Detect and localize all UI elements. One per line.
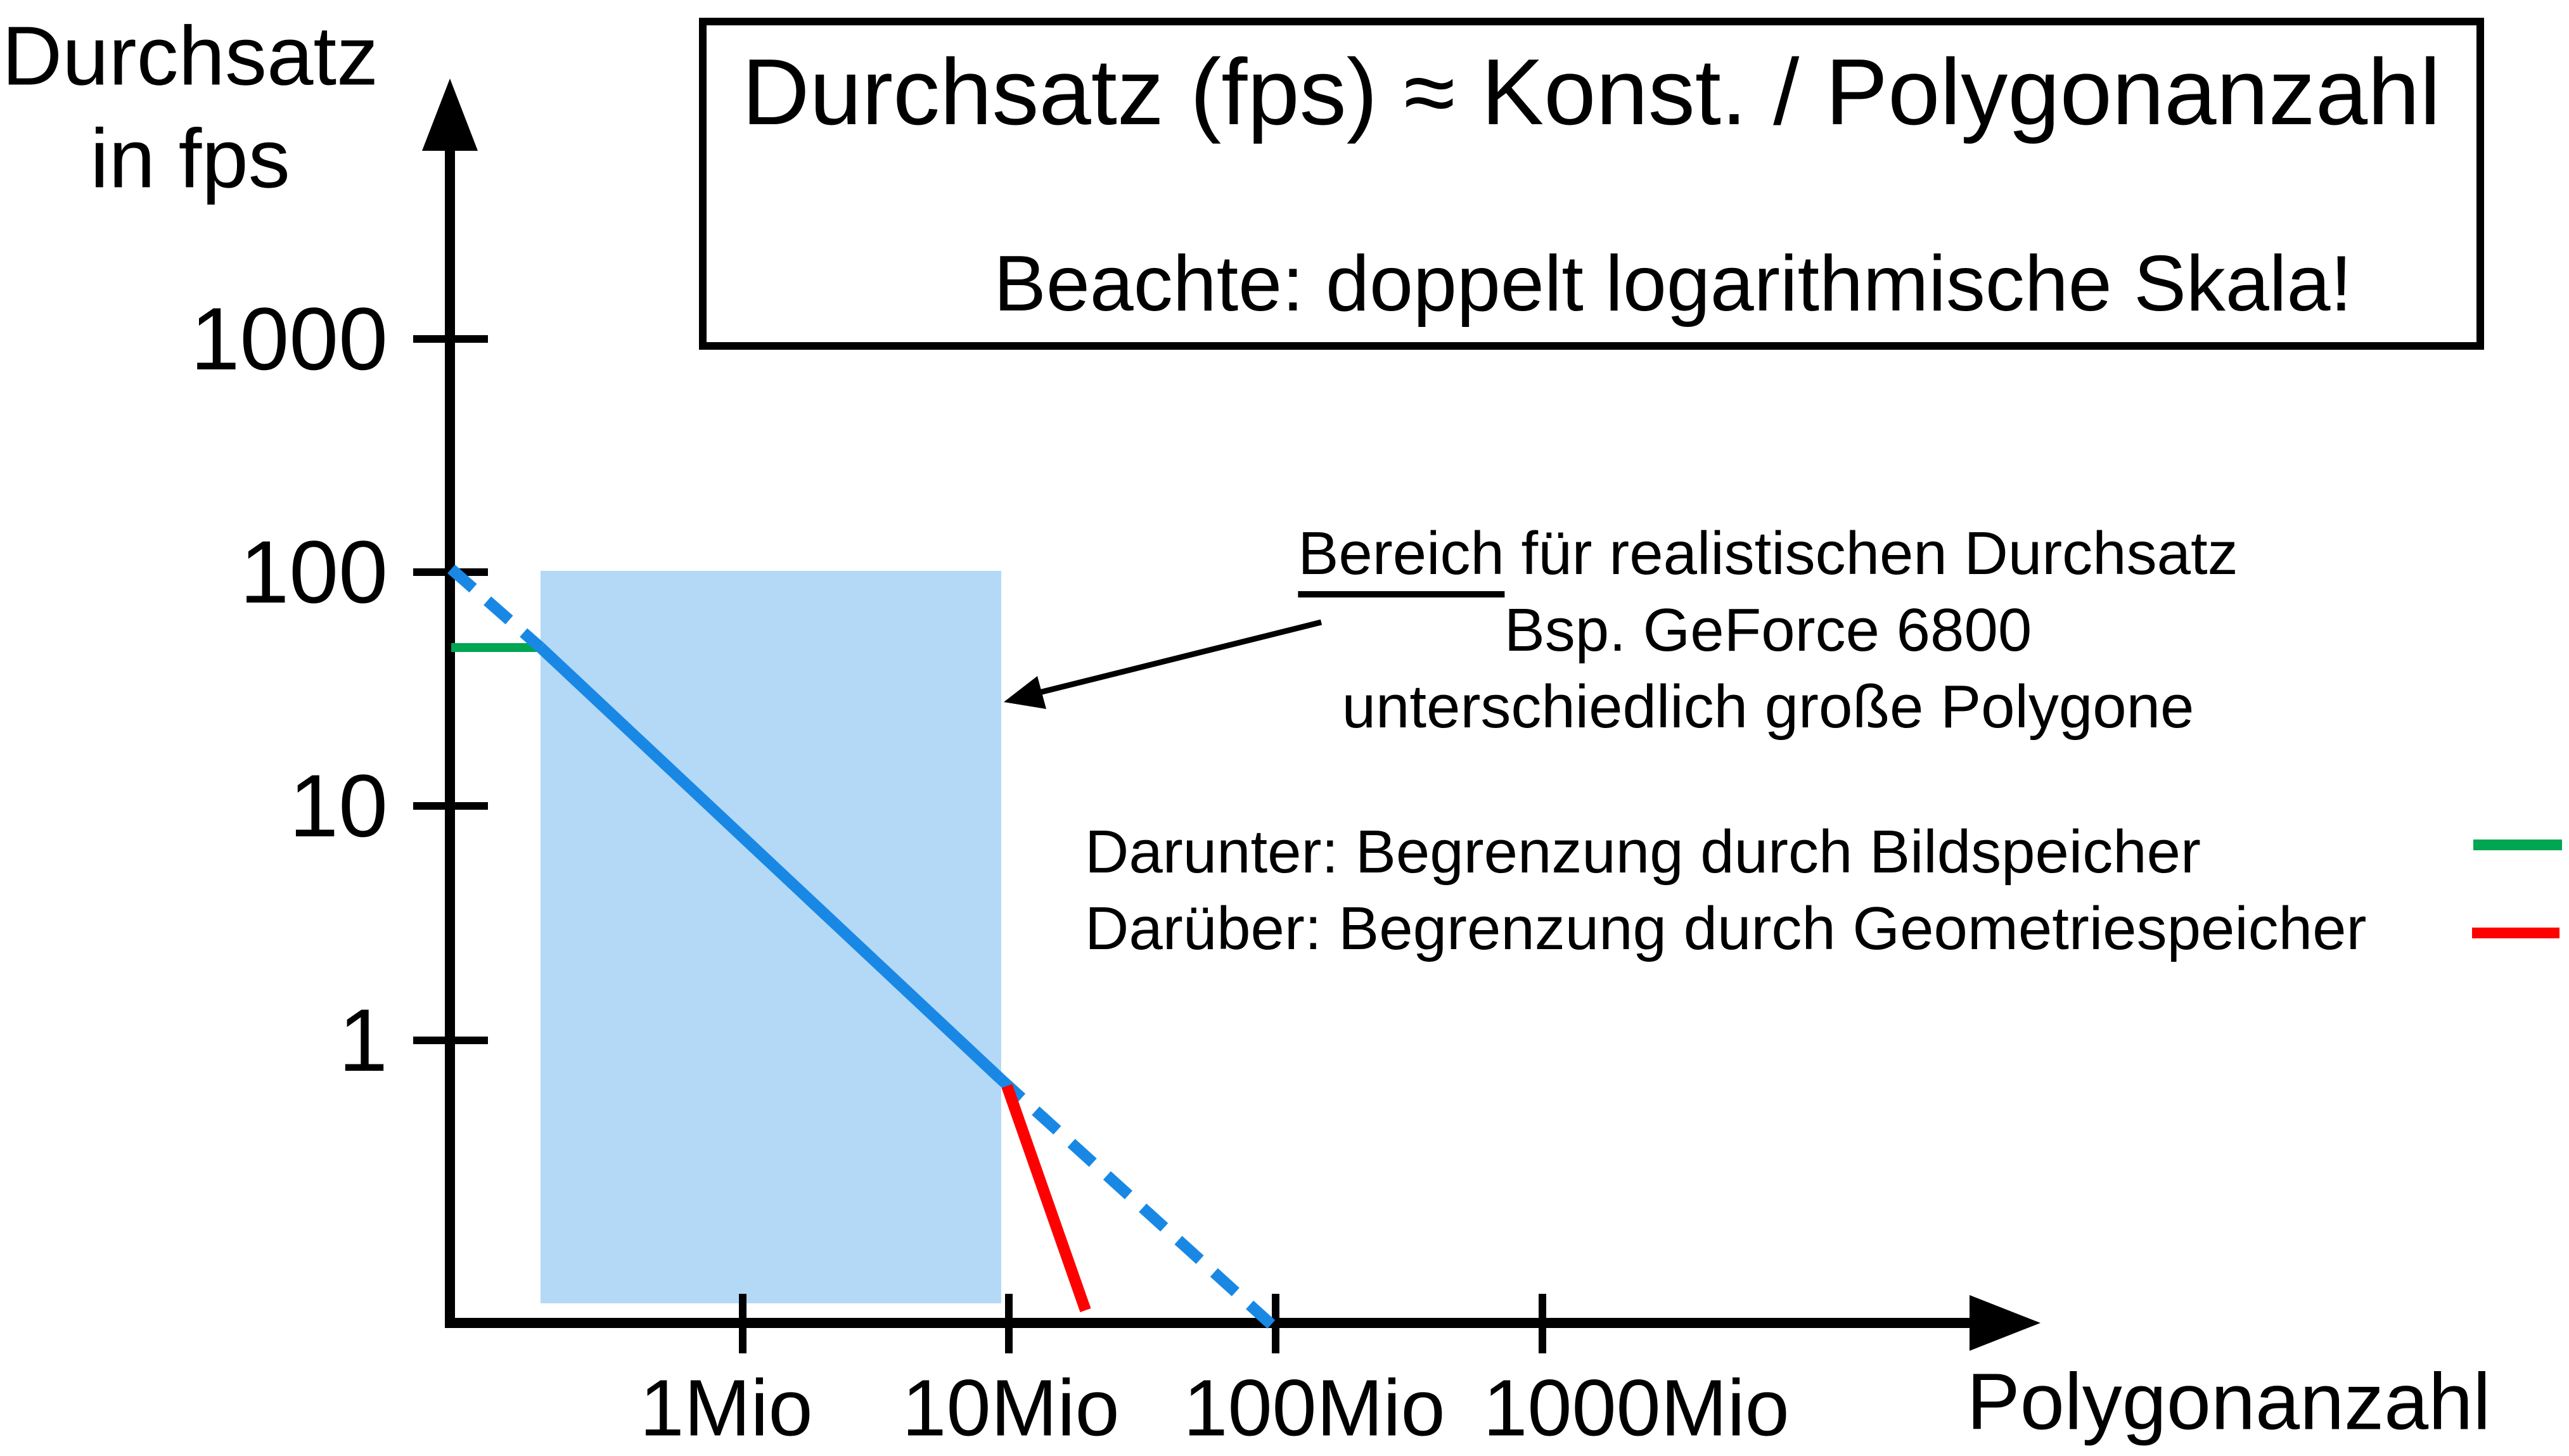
legend-label-geometry: Darüber: Begrenzung durch Geometriespeic… bbox=[1085, 895, 2367, 962]
annotation-arrow-line bbox=[1028, 619, 1323, 698]
x-axis-arrowhead bbox=[1970, 1295, 2040, 1351]
annotation-line3: unterschiedlich große Polygone bbox=[1342, 673, 2194, 741]
x-tick-label-100mio: 100Mio bbox=[1183, 1363, 1445, 1453]
geometry-limit-line bbox=[1001, 1084, 1091, 1312]
title-box bbox=[699, 18, 2484, 350]
y-tick-label-10: 10 bbox=[289, 756, 388, 855]
throughput-line-solid bbox=[536, 643, 1004, 1083]
x-axis-title: Polygonanzahl bbox=[1966, 1357, 2491, 1446]
realistic-throughput-region bbox=[541, 571, 1001, 1303]
throughput-line-dashed-left bbox=[447, 565, 544, 652]
x-tick-label-1mio: 1Mio bbox=[639, 1363, 813, 1453]
annotation-underlined-word: Bereich bbox=[1298, 520, 1504, 597]
y-axis-title-line1: Durchsatz bbox=[1, 9, 379, 103]
legend-swatch-red bbox=[2472, 928, 2559, 938]
y-tick-label-1000: 1000 bbox=[190, 289, 388, 388]
y-tick-label-1: 1 bbox=[338, 990, 388, 1090]
x-tick-label-1000mio: 1000Mio bbox=[1483, 1363, 1790, 1453]
y-tick-label-100: 100 bbox=[240, 522, 388, 622]
annotation-arrowhead bbox=[1004, 676, 1046, 709]
title-formula: Durchsatz (fps) ≈ Konst. / Polygonanzahl bbox=[741, 40, 2441, 144]
legend-swatch-green bbox=[2473, 840, 2562, 850]
x-tick-label-10mio: 10Mio bbox=[902, 1363, 1120, 1453]
y-axis-arrowhead bbox=[422, 79, 478, 151]
annotation-line2: Bsp. GeForce 6800 bbox=[1504, 596, 2032, 664]
y-axis-title-line2: in fps bbox=[90, 112, 290, 205]
annotation-line1: Bereich für realistischen Durchsatz bbox=[1298, 519, 2238, 597]
title-note: Beachte: doppelt logarithmische Skala! bbox=[994, 240, 2352, 328]
annotation-line1-rest: für realistischen Durchsatz bbox=[1504, 520, 2238, 587]
throughput-line-dashed-right bbox=[996, 1074, 1277, 1330]
legend-label-framebuffer: Darunter: Begrenzung durch Bildspeicher bbox=[1085, 818, 2201, 886]
